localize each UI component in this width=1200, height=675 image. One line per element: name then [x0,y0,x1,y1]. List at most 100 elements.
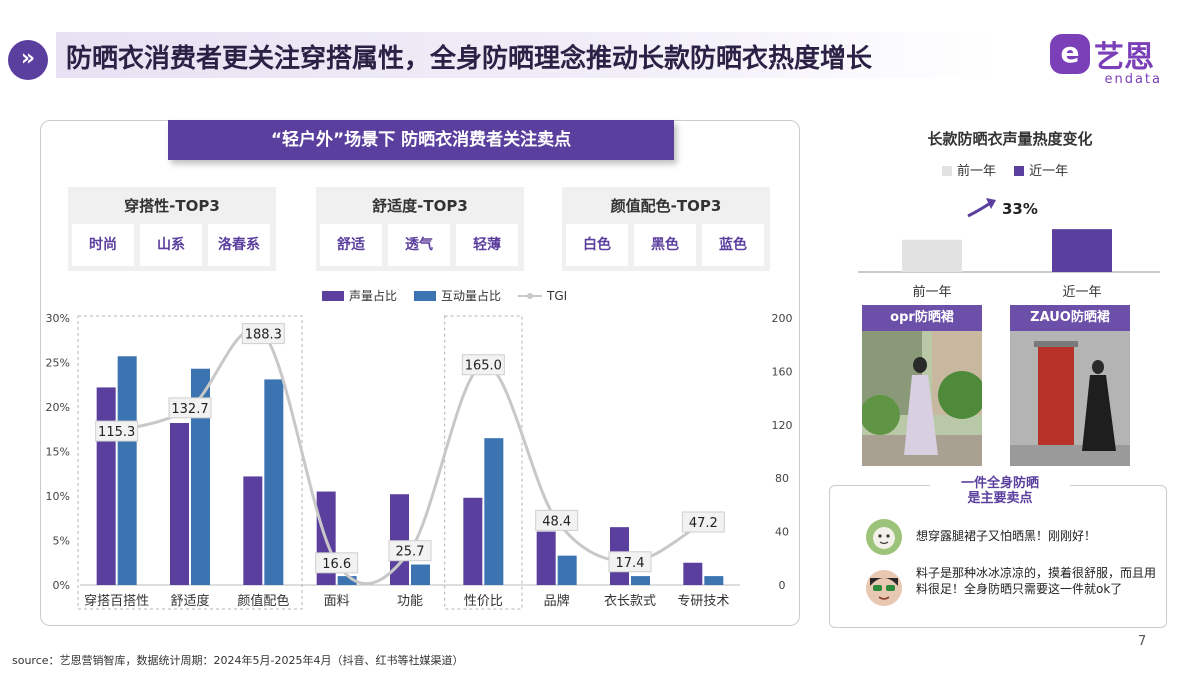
heat-change-title: 长款防晒衣声量热度变化 [927,130,1093,148]
tgi-label-box [535,509,579,531]
selling-points-chart: 0% 5% 10% 15% 20% 25% 30% 0 40 80 120 160 200 115.3 13… [46,288,793,610]
y-left-tick: 10% [46,490,70,503]
growth-annotation: 33% [1002,200,1038,218]
logo-badge: e [1050,34,1090,74]
y-left-tick: 0% [53,579,70,592]
y-right-tick: 160 [772,365,793,378]
bar-interaction-share [117,356,137,585]
feature-chip: 山系 [140,224,202,266]
legend-swatch [1014,166,1025,176]
tgi-label-box [388,540,432,562]
y-left-tick: 5% [53,535,70,548]
x-tick-label: 颜值配色 [237,593,289,609]
photo-label: opr防晒裙 [862,305,982,331]
bar-volume-share [390,494,409,585]
x-tick-label: 面料 [324,594,350,609]
feature-chip: 轻薄 [456,224,518,266]
bar-volume-share [536,531,556,585]
legend-label: 声量占比 [349,288,397,303]
tgi-label-box [681,511,725,533]
bar-interaction-share [191,368,210,585]
tgi-label: 188.3 [245,328,282,343]
feature-group-color: 颜值配色-TOP3 白色 黑色 蓝色 [562,187,770,271]
tgi-label: 16.6 [322,557,351,572]
heat-change-legend: 前一年 近一年 [942,160,1068,179]
x-tick-label: 舒适度 [170,593,209,609]
legend-label: 前一年 [957,164,997,179]
x-tick-label: 品牌 [544,593,570,609]
heat-bar [902,239,962,272]
feature-chip: 透气 [388,224,450,266]
tgi-label: 25.7 [396,545,425,560]
feature-chip: 黑色 [634,224,696,266]
tgi-label-box [608,551,652,573]
tgi-label: 48.4 [542,514,571,529]
y-right-tick: 200 [772,312,793,325]
feature-chip: 白色 [566,224,628,266]
photo-illustration [862,305,982,466]
bar-volume-share [463,497,483,585]
heat-change-chart: 前一年 近一年 33% [858,198,1160,300]
highlight-box [444,315,523,610]
review-text: 想穿露腿裙子又怕晒黑！刚刚好！ [916,529,1097,543]
bar-interaction-share [484,438,504,585]
legend-label: TGI [546,289,567,303]
bar-volume-share [96,387,116,585]
chevron-double-right-icon: » [8,40,48,80]
bar-interaction-share [337,576,357,585]
tgi-label-box [315,552,359,574]
heat-bar-label: 前一年 [912,284,951,300]
group-title: 颜值配色-TOP3 [610,197,722,215]
x-tick-label: 穿搭百搭性 [84,593,149,609]
feature-chip: 舒适 [320,224,382,266]
photo-label: ZAUO防晒裙 [1010,305,1130,331]
feature-group-comfort: 舒适度-TOP3 舒适 透气 轻薄 [316,187,524,271]
tgi-label: 132.7 [171,402,208,417]
group-title: 穿搭性-TOP3 [124,197,220,215]
bar-interaction-share [264,379,284,585]
legend-swatch-volume [322,291,344,301]
user-avatar [866,519,902,555]
product-photo-opr: opr防晒裙 [862,305,982,466]
tgi-label-box [241,323,285,345]
tgi-label: 47.2 [689,516,718,531]
bar-interaction-share [411,564,430,585]
legend-label: 互动量占比 [441,288,501,303]
brand-logo: e 艺恩 endata [1050,30,1170,87]
bar-volume-share [170,423,189,585]
group-title: 舒适度-TOP3 [372,197,468,215]
trend-arrow-head [986,198,996,209]
tgi-label-box [95,420,139,442]
review-headline: 一件全身防晒 是主要卖点 [930,476,1070,506]
avatar-image [866,570,902,606]
review-box [829,485,1167,628]
source-note: source：艺恩营销智库，数据统计周期：2024年5月-2025年4月（抖音、… [12,654,464,667]
tgi-label: 115.3 [98,425,135,440]
bar-volume-share [243,476,263,585]
y-left-tick: 30% [46,312,70,325]
x-tick-label: 专研技术 [677,594,729,609]
panel-banner: “轻户外”场景下 防晒衣消费者关注卖点 [168,120,674,160]
bar-interaction-share [704,576,724,585]
feature-chip: 洛春系 [208,224,270,266]
logo-name-en: endata [1104,72,1162,87]
legend-swatch-interaction [414,291,436,301]
logo-name-cn: 艺恩 [1094,40,1154,75]
bar-volume-share [683,562,703,585]
y-right-tick: 120 [772,419,793,432]
feature-chip: 蓝色 [702,224,764,266]
x-tick-label: 性价比 [464,594,503,609]
x-tick-label: 功能 [397,594,423,609]
bar-interaction-share [557,555,577,585]
feature-group-styling: 穿搭性-TOP3 时尚 山系 洛春系 [68,187,276,271]
legend-swatch [942,166,952,176]
tgi-label: 17.4 [616,556,645,571]
legend-label: 近一年 [1029,164,1069,179]
tgi-label-box [461,354,505,376]
tgi-label: 165.0 [465,359,502,374]
heat-bar [1052,229,1112,272]
trend-arrow-icon [967,200,993,218]
page-title: 防晒衣消费者更关注穿搭属性，全身防晒理念推动长款防晒衣热度增长 [66,44,873,74]
product-photo-zauo: ZAUO防晒裙 [1010,305,1130,466]
feature-chip: 时尚 [72,224,134,266]
